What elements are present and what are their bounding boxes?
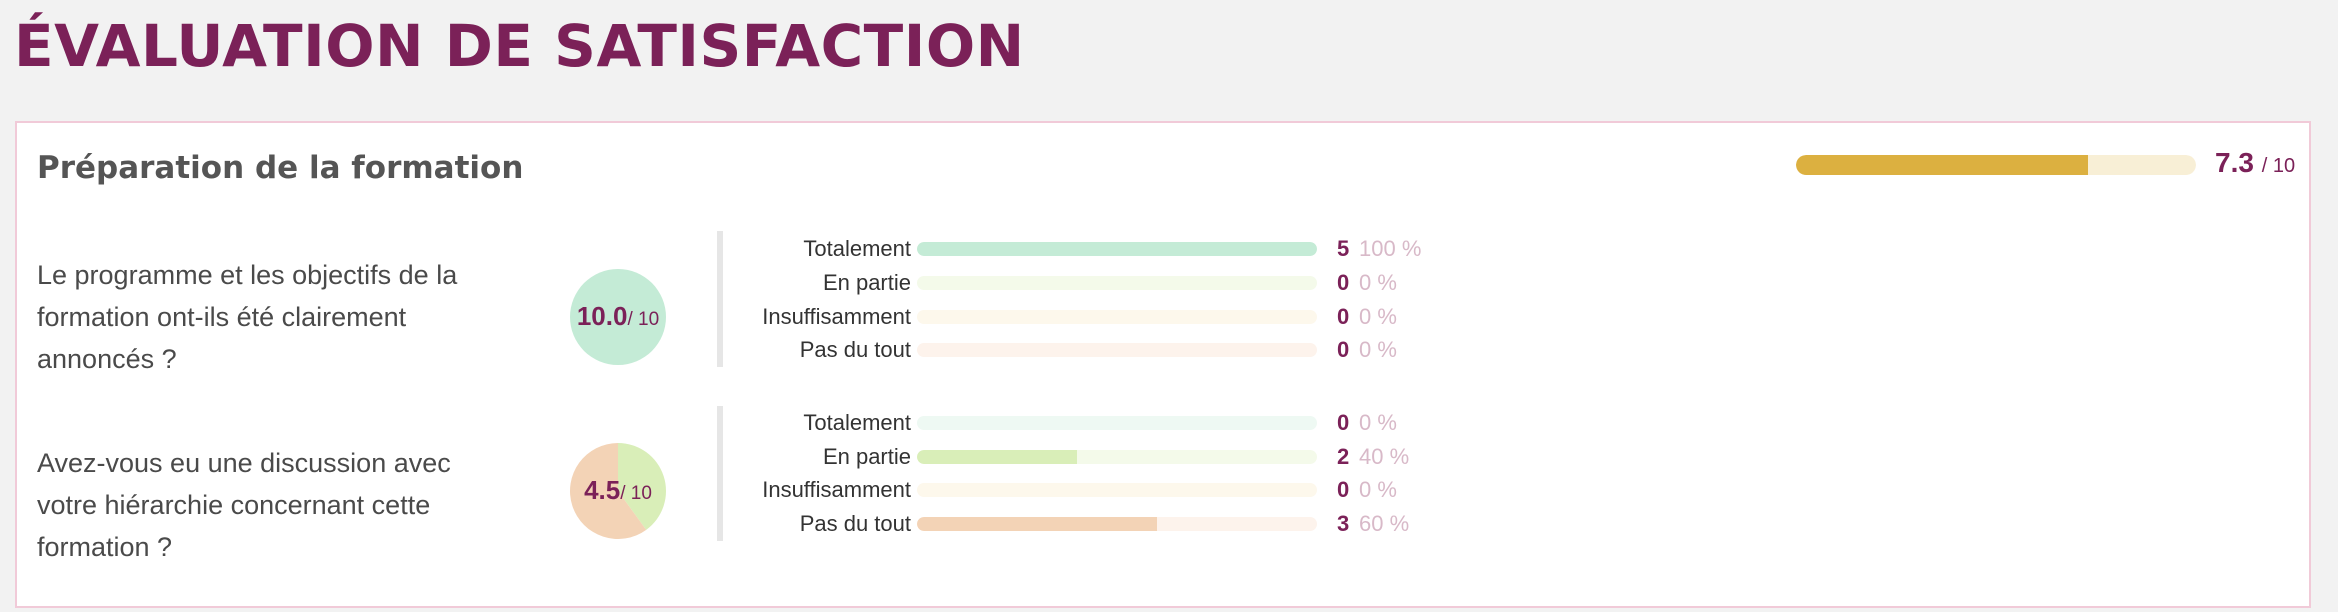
answer-count: 0 [1337, 477, 1350, 502]
question-score-max: / 10 [620, 483, 652, 504]
answer-label: En partie [822, 444, 911, 469]
section-score-value: 7.3 [2215, 147, 2254, 178]
section-score: 7.3 / 10 [2215, 147, 2295, 179]
answer-count: 0 [1337, 410, 1350, 435]
answer-count: 3 [1337, 511, 1350, 536]
answer-bar [917, 517, 1157, 531]
answer-label: Insuffisamment [762, 477, 911, 502]
answer-label: Pas du tout [799, 511, 911, 536]
question-text: Le programme et les objectifs de la form… [37, 260, 458, 374]
section-score-bar [1796, 155, 2196, 175]
answer-bar-track [917, 276, 1317, 290]
question-divider [717, 406, 723, 541]
section-score-max: / 10 [2261, 155, 2296, 177]
answer-percent: 0 % [1359, 337, 1397, 362]
section-title: Préparation de la formation [37, 150, 524, 186]
question-text: Avez-vous eu une discussion avec votre h… [37, 448, 451, 562]
answer-count: 0 [1337, 270, 1350, 295]
question-score-value: 4.5 [584, 475, 621, 505]
question-score-max: / 10 [627, 309, 660, 330]
pie-slice [618, 443, 666, 530]
question-divider [717, 231, 723, 367]
answer-bar-track [917, 416, 1317, 430]
pie-slice [570, 443, 647, 539]
question-pie [570, 443, 666, 539]
answer-label: Insuffisamment [762, 304, 911, 329]
answer-percent: 0 % [1359, 270, 1397, 295]
question-score: 4.5/ 10 [570, 475, 666, 506]
answer-percent: 100 % [1359, 236, 1422, 261]
answer-percent: 0 % [1359, 304, 1397, 329]
pie-slice [570, 269, 666, 365]
answer-bar-track [917, 242, 1317, 256]
answer-bar-track [917, 483, 1317, 497]
answer-count: 0 [1337, 337, 1350, 362]
answer-bar-track [917, 450, 1317, 464]
answer-percent: 60 % [1359, 511, 1410, 536]
answer-percent: 40 % [1359, 444, 1410, 469]
section-card: Préparation de la formation 7.3 / 10 Le … [15, 121, 2311, 608]
question-score-value: 10.0 [576, 301, 628, 331]
answer-label: Totalement [803, 236, 911, 261]
answer-bar-track [917, 310, 1317, 324]
answer-bar-track [917, 343, 1317, 357]
answer-percent: 0 % [1359, 410, 1397, 435]
answer-bar [917, 242, 1317, 256]
answer-bar-track [917, 517, 1317, 531]
answer-count: 0 [1337, 304, 1350, 329]
answer-percent: 0 % [1359, 477, 1397, 502]
answer-label: En partie [822, 270, 911, 295]
section-score-fill [1796, 155, 2088, 175]
question-pie [570, 269, 666, 365]
answer-bar [917, 450, 1077, 464]
answer-count: 2 [1337, 444, 1350, 469]
answer-label: Totalement [803, 410, 911, 435]
answer-count: 5 [1337, 236, 1350, 261]
page-title: ÉVALUATION DE SATISFACTION [14, 12, 1025, 80]
question-score: 10.0/ 10 [570, 301, 666, 332]
answer-label: Pas du tout [799, 337, 911, 362]
